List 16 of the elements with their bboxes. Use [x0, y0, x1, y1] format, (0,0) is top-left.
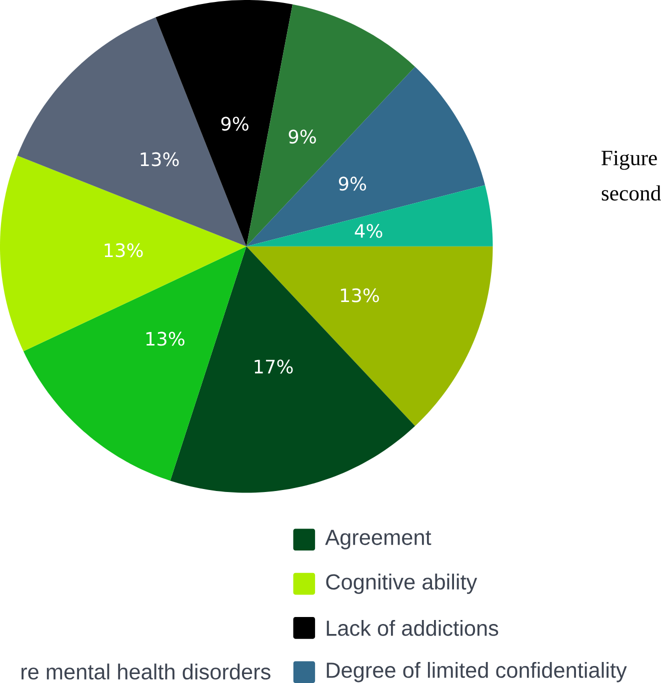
data-label: 13%: [140, 152, 179, 166]
legend-label: Lack of addictions: [326, 620, 498, 636]
text: Figure: [601, 150, 657, 170]
data-label: 9%: [221, 116, 248, 131]
legend-label: Agreement: [325, 530, 432, 550]
data-label: 13%: [146, 332, 184, 346]
legend-label: Degree of limited confidentiality: [326, 662, 627, 682]
data-label: 13%: [340, 288, 379, 302]
data-label: 9%: [338, 176, 366, 191]
data-label: 17%: [254, 360, 293, 374]
text: re mental health disorders: [21, 664, 270, 680]
text: second: [602, 185, 661, 201]
data-label: 9%: [288, 130, 316, 144]
legend-label: Cognitive ability: [326, 574, 478, 594]
data-label: 4%: [354, 224, 382, 238]
data-label: 13%: [104, 243, 143, 258]
